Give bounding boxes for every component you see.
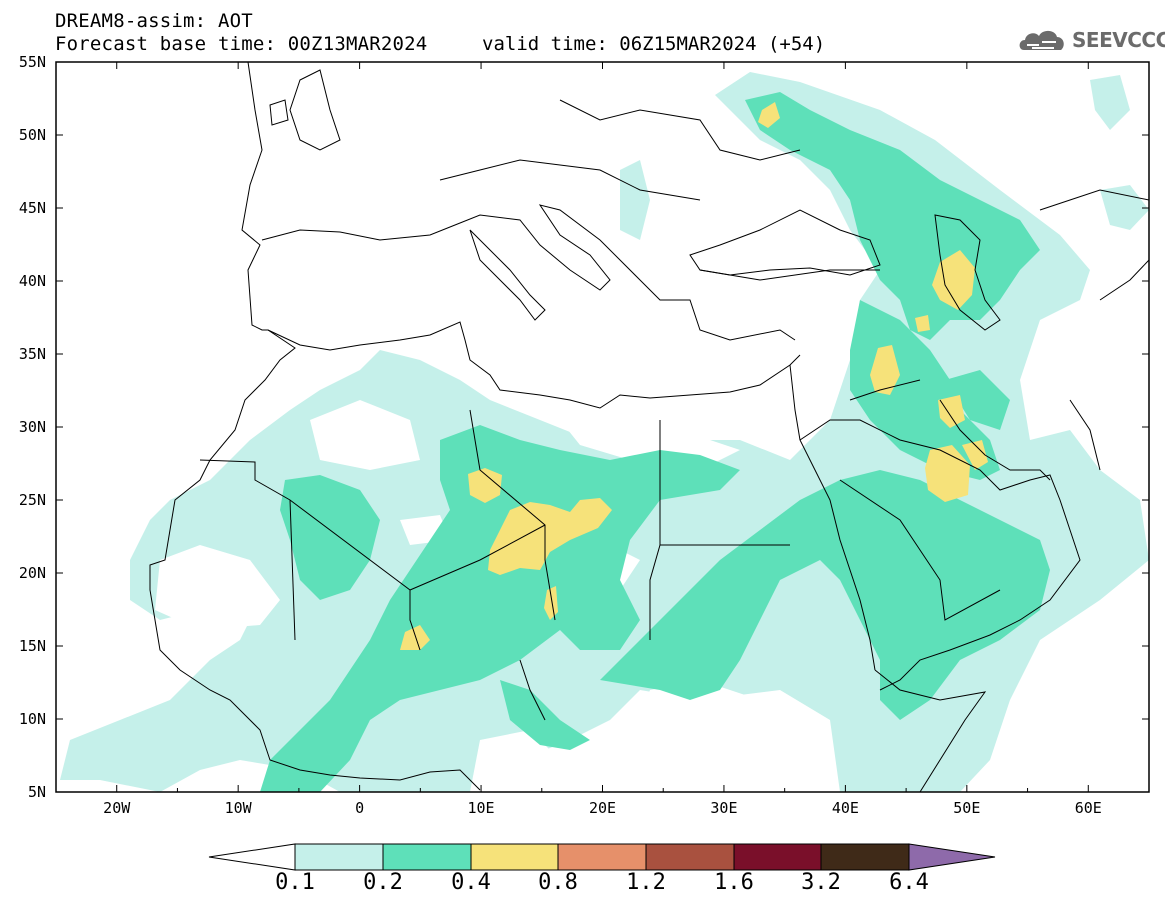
map-title: DREAM8-assim: AOT <box>55 10 253 32</box>
colorbar-swatch <box>820 843 910 871</box>
latitude-label: 45N <box>18 199 46 217</box>
latitude-label: 30N <box>18 418 46 436</box>
latitude-label: 10N <box>18 710 46 728</box>
base-time-label: Forecast base time: 00Z13MAR2024 <box>55 33 428 55</box>
colorbar-label: 6.4 <box>889 870 929 895</box>
colorbar-high-arrow <box>908 843 996 871</box>
colorbar-swatch <box>470 843 559 871</box>
colorbar-low-arrow <box>208 843 296 871</box>
latitude-label: 5N <box>27 783 46 801</box>
longitude-label: 60E <box>1074 799 1102 817</box>
colorbar-swatch <box>733 843 822 871</box>
longitude-label: 10W <box>224 799 252 817</box>
seevccc-logo: SEEVCCC <box>1018 25 1165 55</box>
latitude-label: 40N <box>18 272 46 290</box>
longitude-label: 20W <box>103 799 131 817</box>
colorbar-label: 1.6 <box>714 870 754 895</box>
axis-ticks <box>55 61 1150 793</box>
colorbar-swatch <box>645 843 735 871</box>
longitude-label: 30E <box>710 799 738 817</box>
colorbar-label: 0.1 <box>275 870 315 895</box>
colorbar-label: 1.2 <box>626 870 666 895</box>
latitude-label: 25N <box>18 491 46 509</box>
longitude-label: 40E <box>831 799 859 817</box>
longitude-label: 20E <box>588 799 617 817</box>
latitude-label: 50N <box>18 126 46 144</box>
longitude-label: 10E <box>467 799 495 817</box>
colorbar-label: 0.8 <box>538 870 578 895</box>
colorbar-swatch <box>382 843 472 871</box>
aot-0.4-0.8-area <box>400 102 988 650</box>
colorbar-swatch <box>557 843 647 871</box>
colorbar-label: 3.2 <box>801 870 841 895</box>
colorbar-swatch <box>294 843 384 871</box>
colorbar <box>208 843 996 871</box>
latitude-label: 15N <box>18 637 46 655</box>
latitude-label: 55N <box>18 53 46 71</box>
colorbar-label: 0.4 <box>451 870 491 895</box>
colorbar-label: 0.2 <box>363 870 403 895</box>
logo-text: SEEVCCC <box>1072 28 1165 52</box>
valid-time-label: valid time: 06Z15MAR2024 (+54) <box>482 33 826 55</box>
latitude-label: 20N <box>18 564 46 582</box>
longitude-label: 0 <box>355 799 365 817</box>
longitude-label: 50E <box>953 799 981 817</box>
latitude-label: 35N <box>18 345 46 363</box>
coastlines <box>149 62 1149 792</box>
aot-shading <box>60 72 1149 792</box>
cloud-icon <box>1019 30 1064 50</box>
